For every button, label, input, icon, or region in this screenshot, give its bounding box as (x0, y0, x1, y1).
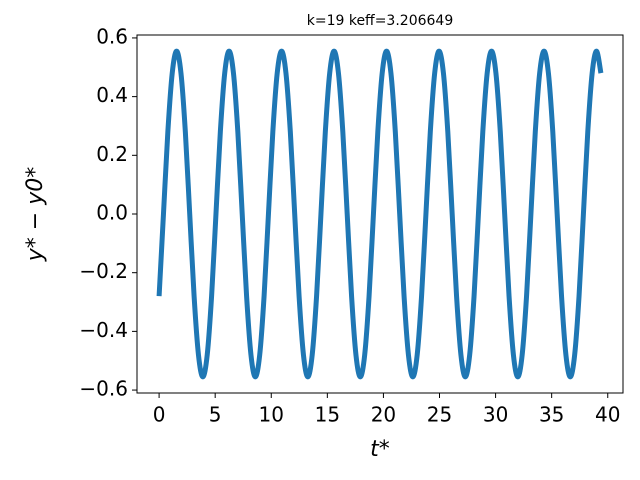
x-axis-label: t* (370, 437, 390, 462)
y-tick-label: −0.4 (79, 318, 128, 342)
x-tick-label: 25 (427, 403, 452, 427)
plot-frame (136, 34, 624, 394)
y-tick-label: 0.2 (96, 142, 128, 166)
x-tick-label: 10 (259, 403, 284, 427)
y-tick-label: 0.4 (96, 83, 128, 107)
x-tick-label: 35 (539, 403, 564, 427)
y-tick-label: 0.0 (96, 201, 128, 225)
y-tick-label: −0.6 (79, 377, 128, 401)
x-tick-label: 15 (315, 403, 340, 427)
data-line (156, 48, 604, 380)
chart-title: k=19 keff=3.206649 (307, 13, 454, 29)
y-axis-label: y* − y0* (23, 167, 48, 262)
x-tick-label: 5 (209, 403, 222, 427)
y-tick-label: −0.2 (79, 259, 128, 283)
y-tick-label: 0.6 (96, 24, 128, 48)
x-tick-label: 40 (595, 403, 620, 427)
x-tick-label: 20 (371, 403, 396, 427)
x-tick-label: 0 (153, 403, 166, 427)
x-tick-label: 30 (483, 403, 508, 427)
